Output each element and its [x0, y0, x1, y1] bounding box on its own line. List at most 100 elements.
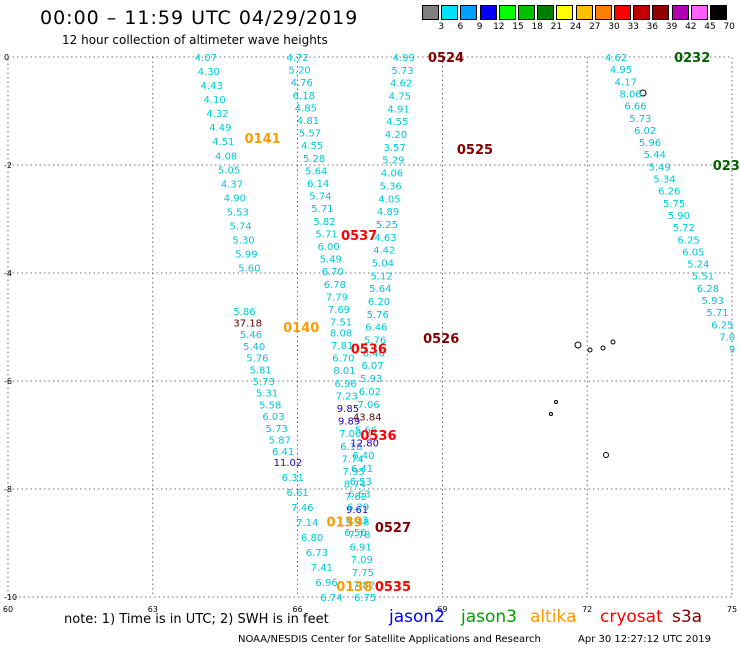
pass-label: 0537 — [341, 229, 377, 244]
y-tick-label: -4 — [4, 269, 12, 278]
color-scale-label: 42 — [685, 22, 697, 32]
wave-height-value: 4.49 — [209, 123, 231, 134]
note-text: note: 1) Time is in UTC; 2) SWH is in fe… — [64, 612, 329, 627]
island-outline — [549, 412, 553, 416]
wave-height-value: 4.37 — [221, 179, 243, 190]
pass-label: 0536 — [360, 429, 396, 444]
color-scale-label: 33 — [627, 22, 639, 32]
wave-height-value: 7.09 — [351, 555, 373, 566]
legend-s3a: s3a — [672, 607, 703, 627]
wave-height-value: 4.07 — [195, 53, 217, 64]
wave-height-value: 6.18 — [340, 442, 362, 453]
wave-height-value: 5.73 — [629, 114, 651, 125]
wave-height-value: 6.63 — [348, 490, 370, 501]
wave-height-value: 6.96 — [335, 379, 357, 390]
island-outline — [639, 89, 647, 97]
wave-height-value: 6.07 — [361, 361, 383, 372]
wave-height-value: 4.99 — [393, 53, 415, 64]
wave-height-value: 4.51 — [212, 137, 234, 148]
color-swatch — [441, 5, 459, 20]
color-swatch — [422, 5, 439, 20]
pass-label: 0535 — [375, 580, 411, 595]
pass-label: 0232 — [674, 51, 710, 66]
color-swatch — [652, 5, 670, 20]
island-outline — [603, 452, 609, 458]
map-title: 00:00 – 11:59 UTC 04/29/2019 — [40, 7, 359, 29]
wave-height-value: 37.18 — [233, 319, 262, 330]
color-scale-label: 6 — [457, 22, 464, 32]
wave-height-value: 4.05 — [378, 194, 400, 205]
wave-height-value: 6.53 — [350, 477, 372, 488]
wave-height-value: 5.75 — [663, 199, 685, 210]
x-tick-label: 66 — [293, 605, 303, 614]
wave-height-value: 6.74 — [320, 593, 342, 604]
wave-height-value: 5.73 — [391, 66, 413, 77]
wave-height-value: 4.43 — [201, 81, 223, 92]
wave-height-value: 6.25 — [677, 235, 699, 246]
wave-height-value: 5.93 — [360, 374, 382, 385]
color-scale-label: 70 — [723, 22, 735, 32]
wave-height-value: 5.12 — [370, 271, 392, 282]
legend-jason3: jason3 — [461, 607, 517, 627]
x-tick-label: 75 — [727, 605, 737, 614]
color-scale-label: 18 — [531, 22, 543, 32]
wave-height-value: 6.26 — [658, 187, 680, 198]
wave-height-value: 5.51 — [692, 272, 714, 283]
wave-height-value: 4.62 — [605, 53, 627, 64]
wave-height-value: 6.28 — [697, 284, 719, 295]
wave-height-value: 4.08 — [215, 151, 237, 162]
wave-height-value: 4.30 — [198, 67, 220, 78]
pass-label: 0141 — [245, 132, 281, 147]
wave-height-value: 6.96 — [315, 578, 337, 589]
map-subtitle: 12 hour collection of altimeter wave hei… — [62, 33, 328, 47]
wave-height-value: 9.85 — [337, 404, 359, 415]
wave-height-value: 6.25 — [711, 320, 733, 331]
wave-height-value: 5.04 — [372, 258, 394, 269]
color-scale-label: 9 — [476, 22, 483, 32]
wave-height-value: 7.23 — [336, 391, 358, 402]
wave-height-value: 4.91 — [387, 104, 409, 115]
pass-label: 0138 — [336, 580, 372, 595]
wave-height-value: 5.73 — [253, 377, 275, 388]
wave-height-value: 5.49 — [320, 255, 342, 266]
wave-height-value: 6.29 — [347, 503, 369, 514]
wave-height-value: 6.03 — [262, 412, 284, 423]
wave-height-value: 5.74 — [230, 221, 252, 232]
wave-height-value: 5.25 — [376, 220, 398, 231]
color-swatch — [594, 5, 612, 20]
color-swatch — [460, 5, 478, 20]
pass-label: 0536 — [351, 343, 387, 358]
wave-height-value: 3.57 — [384, 143, 406, 154]
wave-height-value: 6.20 — [368, 297, 390, 308]
island-outline — [610, 339, 616, 345]
wave-height-value: 6.14 — [307, 179, 329, 190]
color-scale-label: 27 — [589, 22, 601, 32]
footer-credit: NOAA/NESDIS Center for Satellite Applica… — [238, 634, 541, 645]
wave-height-value: 4.10 — [203, 95, 225, 106]
wave-height-value: 5.24 — [687, 260, 709, 271]
wave-height-value: 6.02 — [359, 387, 381, 398]
island-outline — [574, 341, 582, 349]
color-scale-label: 15 — [512, 22, 524, 32]
pass-label: 0524 — [428, 51, 464, 66]
island-outline — [554, 400, 558, 404]
wave-height-value: 4.72 — [286, 53, 308, 64]
pass-label: 0140 — [283, 321, 319, 336]
wave-height-value: 4.76 — [291, 78, 313, 89]
wave-height-value: 5.58 — [259, 400, 281, 411]
wave-height-value: 6.02 — [634, 126, 656, 137]
wave-height-value: 6.41 — [351, 464, 373, 475]
wave-height-value: 4.55 — [301, 141, 323, 152]
wave-height-value: 6.70 — [322, 267, 344, 278]
color-swatch — [498, 5, 516, 20]
wave-height-value: 7.46 — [291, 503, 313, 514]
wave-height-value: 7.82 — [353, 580, 375, 591]
pass-label: 0139 — [327, 515, 363, 530]
wave-height-value: 6.46 — [365, 323, 387, 334]
island-outline — [600, 345, 606, 351]
wave-height-value: 5.05 — [218, 165, 240, 176]
wave-height-value: 5.46 — [240, 330, 262, 341]
wave-height-value: 5.71 — [311, 204, 333, 215]
color-swatch — [518, 5, 535, 20]
